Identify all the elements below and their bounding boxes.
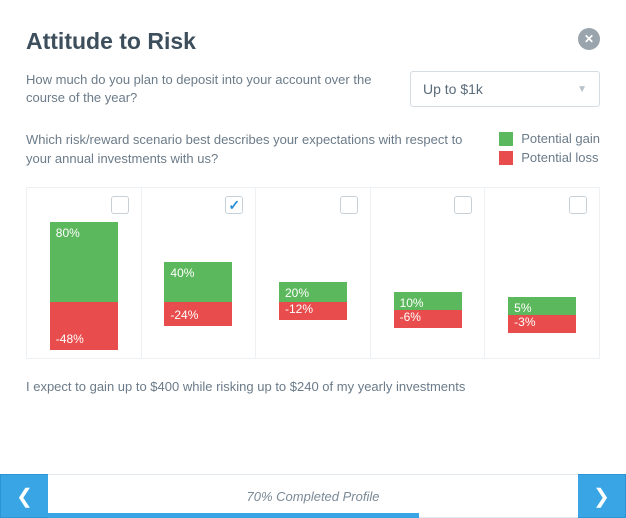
risk-bar: 40%-24% — [164, 262, 232, 326]
prev-button[interactable]: ❮ — [0, 474, 48, 518]
chevron-right-icon: ❯ — [593, 484, 610, 509]
risk-bar: 5%-3% — [508, 297, 576, 333]
risk-option-5[interactable]: 5%-3% — [485, 188, 599, 358]
loss-bar: -24% — [164, 302, 232, 326]
risk-bar: 80%-48% — [50, 222, 118, 350]
loss-bar: -48% — [50, 302, 118, 350]
gain-bar: 80% — [50, 222, 118, 302]
loss-bar: -12% — [279, 302, 347, 320]
risk-bar: 20%-12% — [279, 282, 347, 320]
gain-bar: 10% — [394, 292, 462, 310]
close-icon: ✕ — [584, 33, 594, 45]
legend-gain-swatch — [499, 132, 513, 146]
gain-bar: 40% — [164, 262, 232, 302]
legend-loss-label: Potential loss — [521, 150, 598, 165]
deposit-dropdown-value: Up to $1k — [423, 81, 483, 97]
question-risk-scenario: Which risk/reward scenario best describe… — [26, 131, 483, 167]
footer: ❮ 70% Completed Profile ❯ — [0, 474, 626, 518]
risk-bar: 10%-6% — [394, 292, 462, 328]
progress-label: 70% Completed Profile — [247, 489, 380, 504]
risk-option-checkbox[interactable] — [111, 196, 129, 214]
risk-option-4[interactable]: 10%-6% — [371, 188, 486, 358]
legend: Potential gain Potential loss — [499, 131, 600, 169]
risk-option-3[interactable]: 20%-12% — [256, 188, 371, 358]
gain-bar: 5% — [508, 297, 576, 315]
progress-bar — [48, 513, 419, 518]
risk-option-2[interactable]: 40%-24% — [142, 188, 257, 358]
risk-option-1[interactable]: 80%-48% — [27, 188, 142, 358]
risk-option-checkbox[interactable] — [454, 196, 472, 214]
loss-bar: -3% — [508, 315, 576, 333]
chevron-down-icon: ▼ — [577, 84, 587, 95]
question-deposit: How much do you plan to deposit into you… — [26, 71, 390, 107]
gain-bar: 20% — [279, 282, 347, 302]
loss-bar: -6% — [394, 310, 462, 328]
expectation-text: I expect to gain up to $400 while riskin… — [26, 379, 600, 394]
page-title: Attitude to Risk — [26, 28, 196, 55]
legend-loss-swatch — [499, 151, 513, 165]
risk-options: 80%-48% 40%-24% 20%-12% 10%-6% 5%-3% — [26, 187, 600, 359]
chevron-left-icon: ❮ — [16, 484, 33, 509]
risk-option-checkbox[interactable] — [225, 196, 243, 214]
legend-gain-label: Potential gain — [521, 131, 600, 146]
progress-area: 70% Completed Profile — [48, 474, 578, 518]
risk-option-checkbox[interactable] — [569, 196, 587, 214]
next-button[interactable]: ❯ — [578, 474, 626, 518]
close-button[interactable]: ✕ — [578, 28, 600, 50]
deposit-dropdown[interactable]: Up to $1k ▼ — [410, 71, 600, 107]
risk-option-checkbox[interactable] — [340, 196, 358, 214]
